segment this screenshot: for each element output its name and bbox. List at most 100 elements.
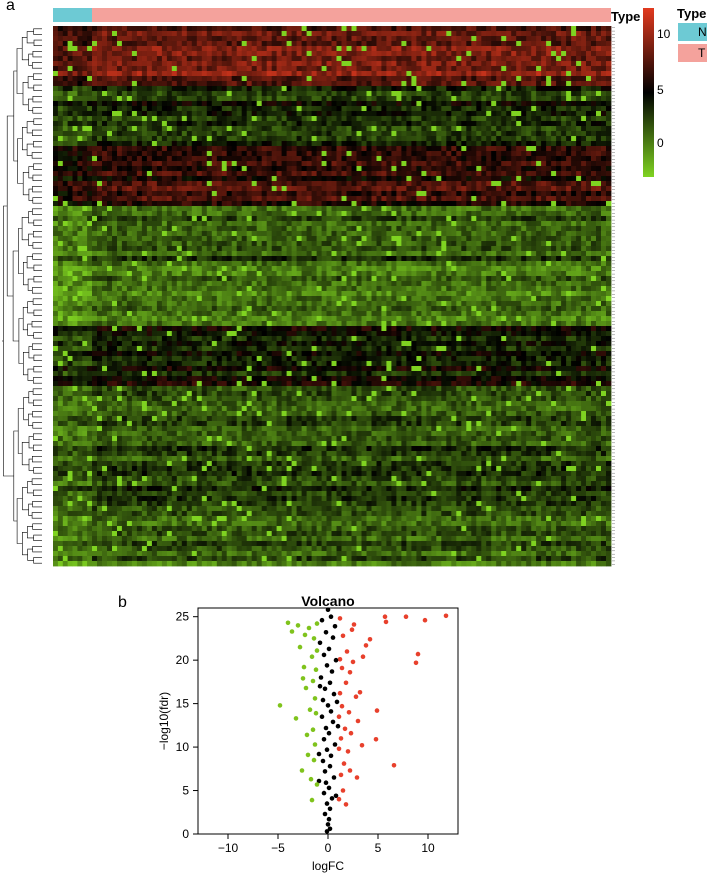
heatmap-cell	[501, 96, 507, 102]
heatmap-cell	[82, 141, 88, 147]
heatmap-cell	[506, 101, 512, 107]
heatmap-cell	[531, 116, 537, 122]
heatmap-cell	[421, 106, 427, 112]
heatmap-cell	[117, 106, 123, 112]
heatmap-cell	[72, 156, 78, 162]
heatmap-cell	[366, 91, 372, 97]
heatmap-cell	[301, 241, 307, 247]
heatmap-cell	[102, 221, 108, 227]
heatmap-cell	[406, 86, 412, 92]
heatmap-cell	[201, 91, 208, 97]
heatmap-cell	[146, 41, 153, 47]
heatmap-cell	[82, 191, 88, 197]
heatmap-cell	[566, 181, 572, 187]
heatmap-cell	[551, 226, 557, 232]
heatmap-cell	[112, 161, 118, 167]
heatmap-cell	[151, 151, 158, 157]
heatmap-cell	[306, 241, 312, 247]
heatmap-cell	[391, 241, 397, 247]
heatmap-cell	[87, 236, 93, 242]
heatmap-cell	[391, 81, 397, 87]
heatmap-cell	[386, 141, 392, 147]
heatmap-cell	[506, 151, 512, 157]
heatmap-cell	[62, 31, 69, 37]
heatmap-cell	[92, 46, 98, 52]
heatmap-cell	[161, 181, 168, 187]
heatmap-cell	[561, 111, 567, 117]
heatmap-cell	[546, 206, 552, 212]
heatmap-cell	[226, 181, 233, 187]
heatmap-cell	[246, 211, 253, 217]
heatmap-cell	[601, 31, 607, 37]
heatmap-cell	[326, 76, 332, 82]
heatmap-cell	[271, 191, 278, 197]
heatmap-cell	[216, 101, 223, 107]
heatmap-cell	[156, 81, 163, 87]
heatmap-cell	[396, 86, 402, 92]
heatmap-cell	[166, 171, 173, 177]
heatmap-cell	[296, 111, 302, 117]
heatmap-cell	[551, 216, 557, 222]
heatmap-cell	[206, 171, 213, 177]
heatmap-cell	[121, 246, 128, 252]
heatmap-cell	[481, 161, 487, 167]
heatmap-cell	[451, 66, 457, 72]
heatmap-cell	[526, 96, 532, 102]
heatmap-cell	[536, 101, 542, 107]
heatmap-cell	[97, 196, 103, 202]
heatmap-cell	[181, 141, 188, 147]
heatmap-cell	[491, 151, 497, 157]
heatmap-cell	[461, 116, 467, 122]
heatmap-cell	[72, 111, 78, 117]
heatmap-cell	[316, 51, 322, 57]
heatmap-cell	[261, 26, 268, 32]
heatmap-cell	[361, 41, 367, 47]
heatmap-cell	[441, 151, 447, 157]
heatmap-cell	[506, 36, 512, 42]
heatmap-cell	[201, 191, 208, 197]
heatmap-cell	[151, 106, 158, 112]
heatmap-cell	[72, 196, 78, 202]
heatmap-cell	[251, 26, 258, 32]
heatmap-cell	[151, 126, 158, 132]
heatmap-cell	[271, 46, 278, 52]
heatmap-cell	[391, 141, 397, 147]
heatmap-cell	[566, 231, 572, 237]
heatmap-cell	[336, 91, 342, 97]
heatmap-cell	[186, 121, 193, 127]
heatmap-cell	[171, 31, 178, 37]
heatmap-cell	[466, 91, 472, 97]
heatmap-cell	[72, 231, 78, 237]
heatmap-cell	[301, 221, 307, 227]
heatmap-cell	[551, 231, 557, 237]
heatmap-cell	[62, 71, 69, 77]
heatmap-cell	[371, 166, 377, 172]
heatmap-cell	[221, 46, 228, 52]
heatmap-cell	[72, 31, 78, 37]
heatmap-cell	[541, 171, 547, 177]
heatmap-cell	[141, 66, 148, 72]
heatmap-cell	[581, 141, 587, 147]
heatmap-cell	[526, 201, 532, 207]
heatmap-cell	[296, 46, 302, 52]
panel-a-label: a	[6, 0, 15, 14]
heatmap-cell	[371, 216, 377, 222]
heatmap-cell	[456, 131, 462, 137]
heatmap-cell	[231, 106, 238, 112]
heatmap-cell	[321, 216, 327, 222]
heatmap-cell	[53, 101, 59, 107]
heatmap-cell	[566, 41, 572, 47]
heatmap-cell	[471, 166, 477, 172]
heatmap-cell	[53, 46, 59, 52]
heatmap-cell	[496, 81, 502, 87]
heatmap-cell	[256, 41, 263, 47]
heatmap-cell	[291, 26, 297, 32]
heatmap-cell	[591, 66, 597, 72]
heatmap-cell	[72, 146, 78, 152]
heatmap-cell	[426, 151, 432, 157]
heatmap-cell	[201, 241, 208, 247]
heatmap-cell	[226, 86, 233, 92]
heatmap-cell	[346, 186, 352, 192]
heatmap-cell	[121, 166, 128, 172]
heatmap-cell	[121, 146, 128, 152]
